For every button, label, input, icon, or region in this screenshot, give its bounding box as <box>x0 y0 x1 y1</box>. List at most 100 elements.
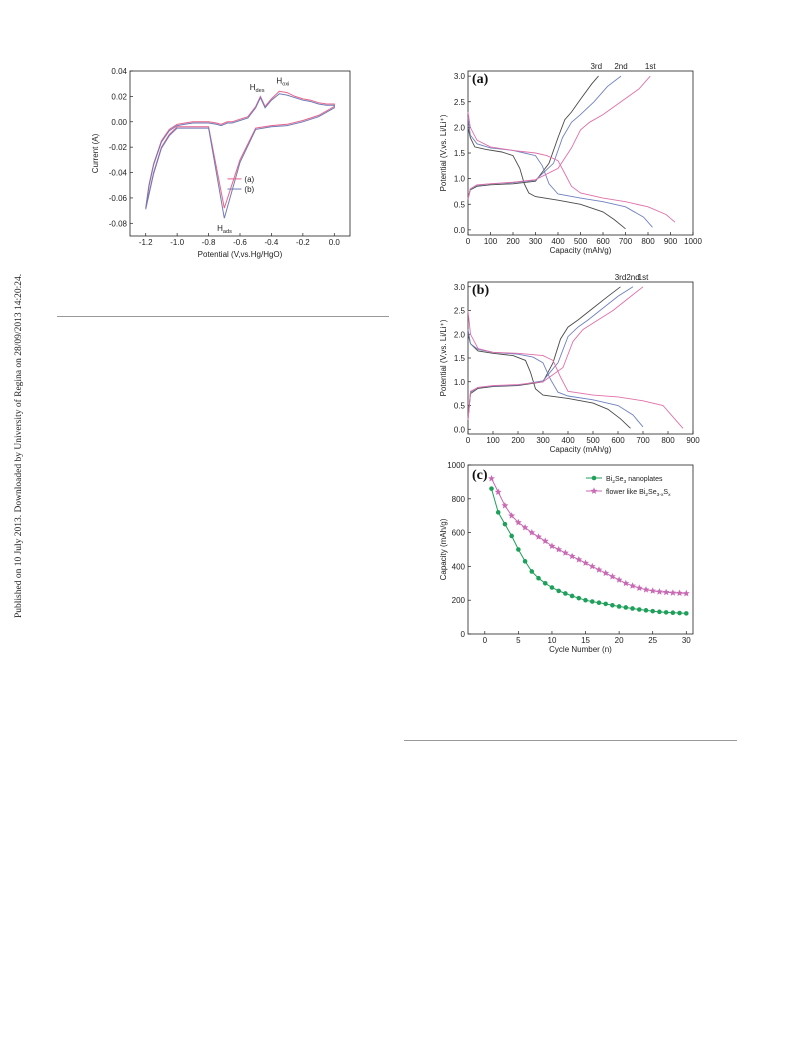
cd-a-cycle-label-1st: 1st <box>645 62 656 71</box>
cv-legend-label-b: (b) <box>244 185 254 194</box>
cyc-x-tick-label: 25 <box>648 636 657 645</box>
cyc-y-tick-label: 600 <box>452 529 466 538</box>
cv-x-tick-label: 0.0 <box>329 238 341 247</box>
cyc-point-flower <box>528 529 536 536</box>
cyc-point-nanoplates <box>630 606 635 611</box>
cyc-point-nanoplates <box>569 593 575 599</box>
cd-a-x-tick-label: 800 <box>641 237 655 246</box>
cyc-x-tick-label: 0 <box>483 636 488 645</box>
cyc-legend-label-nanoplates-sub: 2 <box>612 479 615 485</box>
cv-y-tick-label: -0.06 <box>109 194 128 203</box>
cd-a-y-tick-label: 0.0 <box>454 226 466 235</box>
cyc-point-nanoplates <box>683 611 689 616</box>
cyc-x-tick-label: 30 <box>682 636 691 645</box>
cyc-plot-frame <box>467 464 694 635</box>
cv-y-tick-label: 0.00 <box>111 118 127 127</box>
cyc-y-tick-label: 400 <box>452 562 466 571</box>
cyc-point-nanoplates <box>677 610 682 616</box>
cyc-point-flower <box>501 502 509 509</box>
cd-b-y-tick-label: 2.5 <box>454 307 466 316</box>
cv-annotation-hads-sub: ads <box>223 229 232 235</box>
cd-a-x-tick-label: 900 <box>664 237 678 246</box>
cd-a-cycle-label-2nd: 2nd <box>614 62 627 71</box>
cd-a-x-tick-label: 300 <box>529 237 543 246</box>
cyc-legend-label-nanoplates-main: nanoplates <box>626 476 663 483</box>
cyc-legend-label-nanoplates-main: Bi <box>606 476 613 483</box>
cyc-point-nanoplates <box>663 610 669 615</box>
cyc-point-flower <box>582 559 589 566</box>
cyc-point-nanoplates <box>643 608 649 613</box>
cyc-point-flower <box>508 512 516 519</box>
cd-b-x-tick-label: 100 <box>486 436 500 445</box>
cd-a-x-tick-label: 400 <box>551 237 565 246</box>
cv-x-tick-label: -1.2 <box>139 238 153 247</box>
cyc-point-flower <box>656 588 663 595</box>
cyc-point-nanoplates <box>489 486 494 491</box>
cd-a-y-tick-label: 1.0 <box>454 175 466 184</box>
cd-a-x-tick-label: 1000 <box>684 237 702 246</box>
cyc-point-flower <box>635 584 643 591</box>
cv-x-axis-label: Potential (V,vs.Hg/HgO) <box>198 250 283 259</box>
cyc-point-nanoplates <box>636 607 642 612</box>
cyc-point-flower <box>615 576 623 583</box>
cv-y-tick-label: 0.02 <box>111 92 127 101</box>
cyc-point-flower <box>676 589 683 596</box>
cd-a-x-tick-label: 500 <box>574 237 588 246</box>
cyc-point-flower <box>575 556 583 563</box>
cyc-point-nanoplates <box>623 605 629 610</box>
cyc-point-flower <box>682 589 690 597</box>
section-divider-right <box>404 740 737 741</box>
cyc-point-nanoplates <box>556 588 561 594</box>
cd-a-x-tick-label: 700 <box>619 237 633 246</box>
cd-b-series-1st-discharge <box>467 310 684 429</box>
cyc-point-nanoplates <box>589 599 595 604</box>
cyc-point-flower <box>662 588 670 596</box>
cyc-series-line-0 <box>491 488 687 614</box>
cd-b-y-tick-label: 0.0 <box>454 425 466 434</box>
cv-annotation-hoxi: Hoxi <box>276 77 289 88</box>
cyc-legend-label-nanoplates-sub: 3 <box>624 479 627 485</box>
cyc-legend-label-flower-main: Se <box>648 489 657 496</box>
cv-y-tick-label: 0.04 <box>111 67 127 76</box>
cd-b-x-tick-label: 800 <box>661 436 675 445</box>
cd-a-y-tick-label: 1.5 <box>454 149 466 158</box>
cd-b-series-1st-charge <box>467 286 644 420</box>
section-divider-left <box>57 316 389 317</box>
cyc-point-nanoplates <box>657 609 662 615</box>
cyc-legend-marker-flower <box>590 487 598 494</box>
cv-annotation-hads: Hads <box>217 224 232 235</box>
cyc-y-tick-label: 200 <box>452 596 466 605</box>
cd-a-x-axis-label: Capacity (mAh/g) <box>550 246 612 255</box>
cd-b-series-3rd-charge <box>467 286 621 420</box>
cv-legend-label-a: (a) <box>244 175 254 184</box>
cd-a-series-3rd-discharge <box>467 127 626 230</box>
cd-a-y-tick-label: 2.5 <box>454 98 466 107</box>
cd-a-cycle-label-3rd: 3rd <box>590 62 602 71</box>
cyc-point-flower <box>609 572 616 580</box>
cd-b-y-tick-label: 0.5 <box>454 402 466 411</box>
cd-b-x-tick-label: 400 <box>561 436 575 445</box>
cv-y-axis-label: Current (A) <box>91 133 100 173</box>
cyc-y-tick-label: 800 <box>452 495 466 504</box>
cyc-point-flower <box>548 542 556 549</box>
cyc-legend-label-flower-sub: 2 <box>645 492 648 498</box>
cyc-point-flower <box>494 488 502 495</box>
cyc-point-flower <box>555 545 563 553</box>
cyc-point-flower <box>535 533 542 540</box>
cyc-point-nanoplates <box>603 601 608 607</box>
cyc-point-nanoplates <box>536 575 541 581</box>
cd-b-cycle-label-1st: 1st <box>638 273 649 282</box>
cd-b-y-tick-label: 3.0 <box>454 283 466 292</box>
cd-a-series-2nd-discharge <box>467 117 653 228</box>
cd-b-x-tick-label: 300 <box>536 436 550 445</box>
cyc-point-flower <box>588 562 596 570</box>
cd-a-series-1st-charge <box>467 75 651 200</box>
cd-b-cycle-label-3rd: 3rd <box>615 273 627 282</box>
cyc-point-nanoplates <box>516 547 521 552</box>
cyc-point-nanoplates <box>529 569 535 574</box>
cd-a-x-tick-label: 200 <box>506 237 520 246</box>
cv-annotation-hoxi-sub: oxi <box>282 82 289 88</box>
